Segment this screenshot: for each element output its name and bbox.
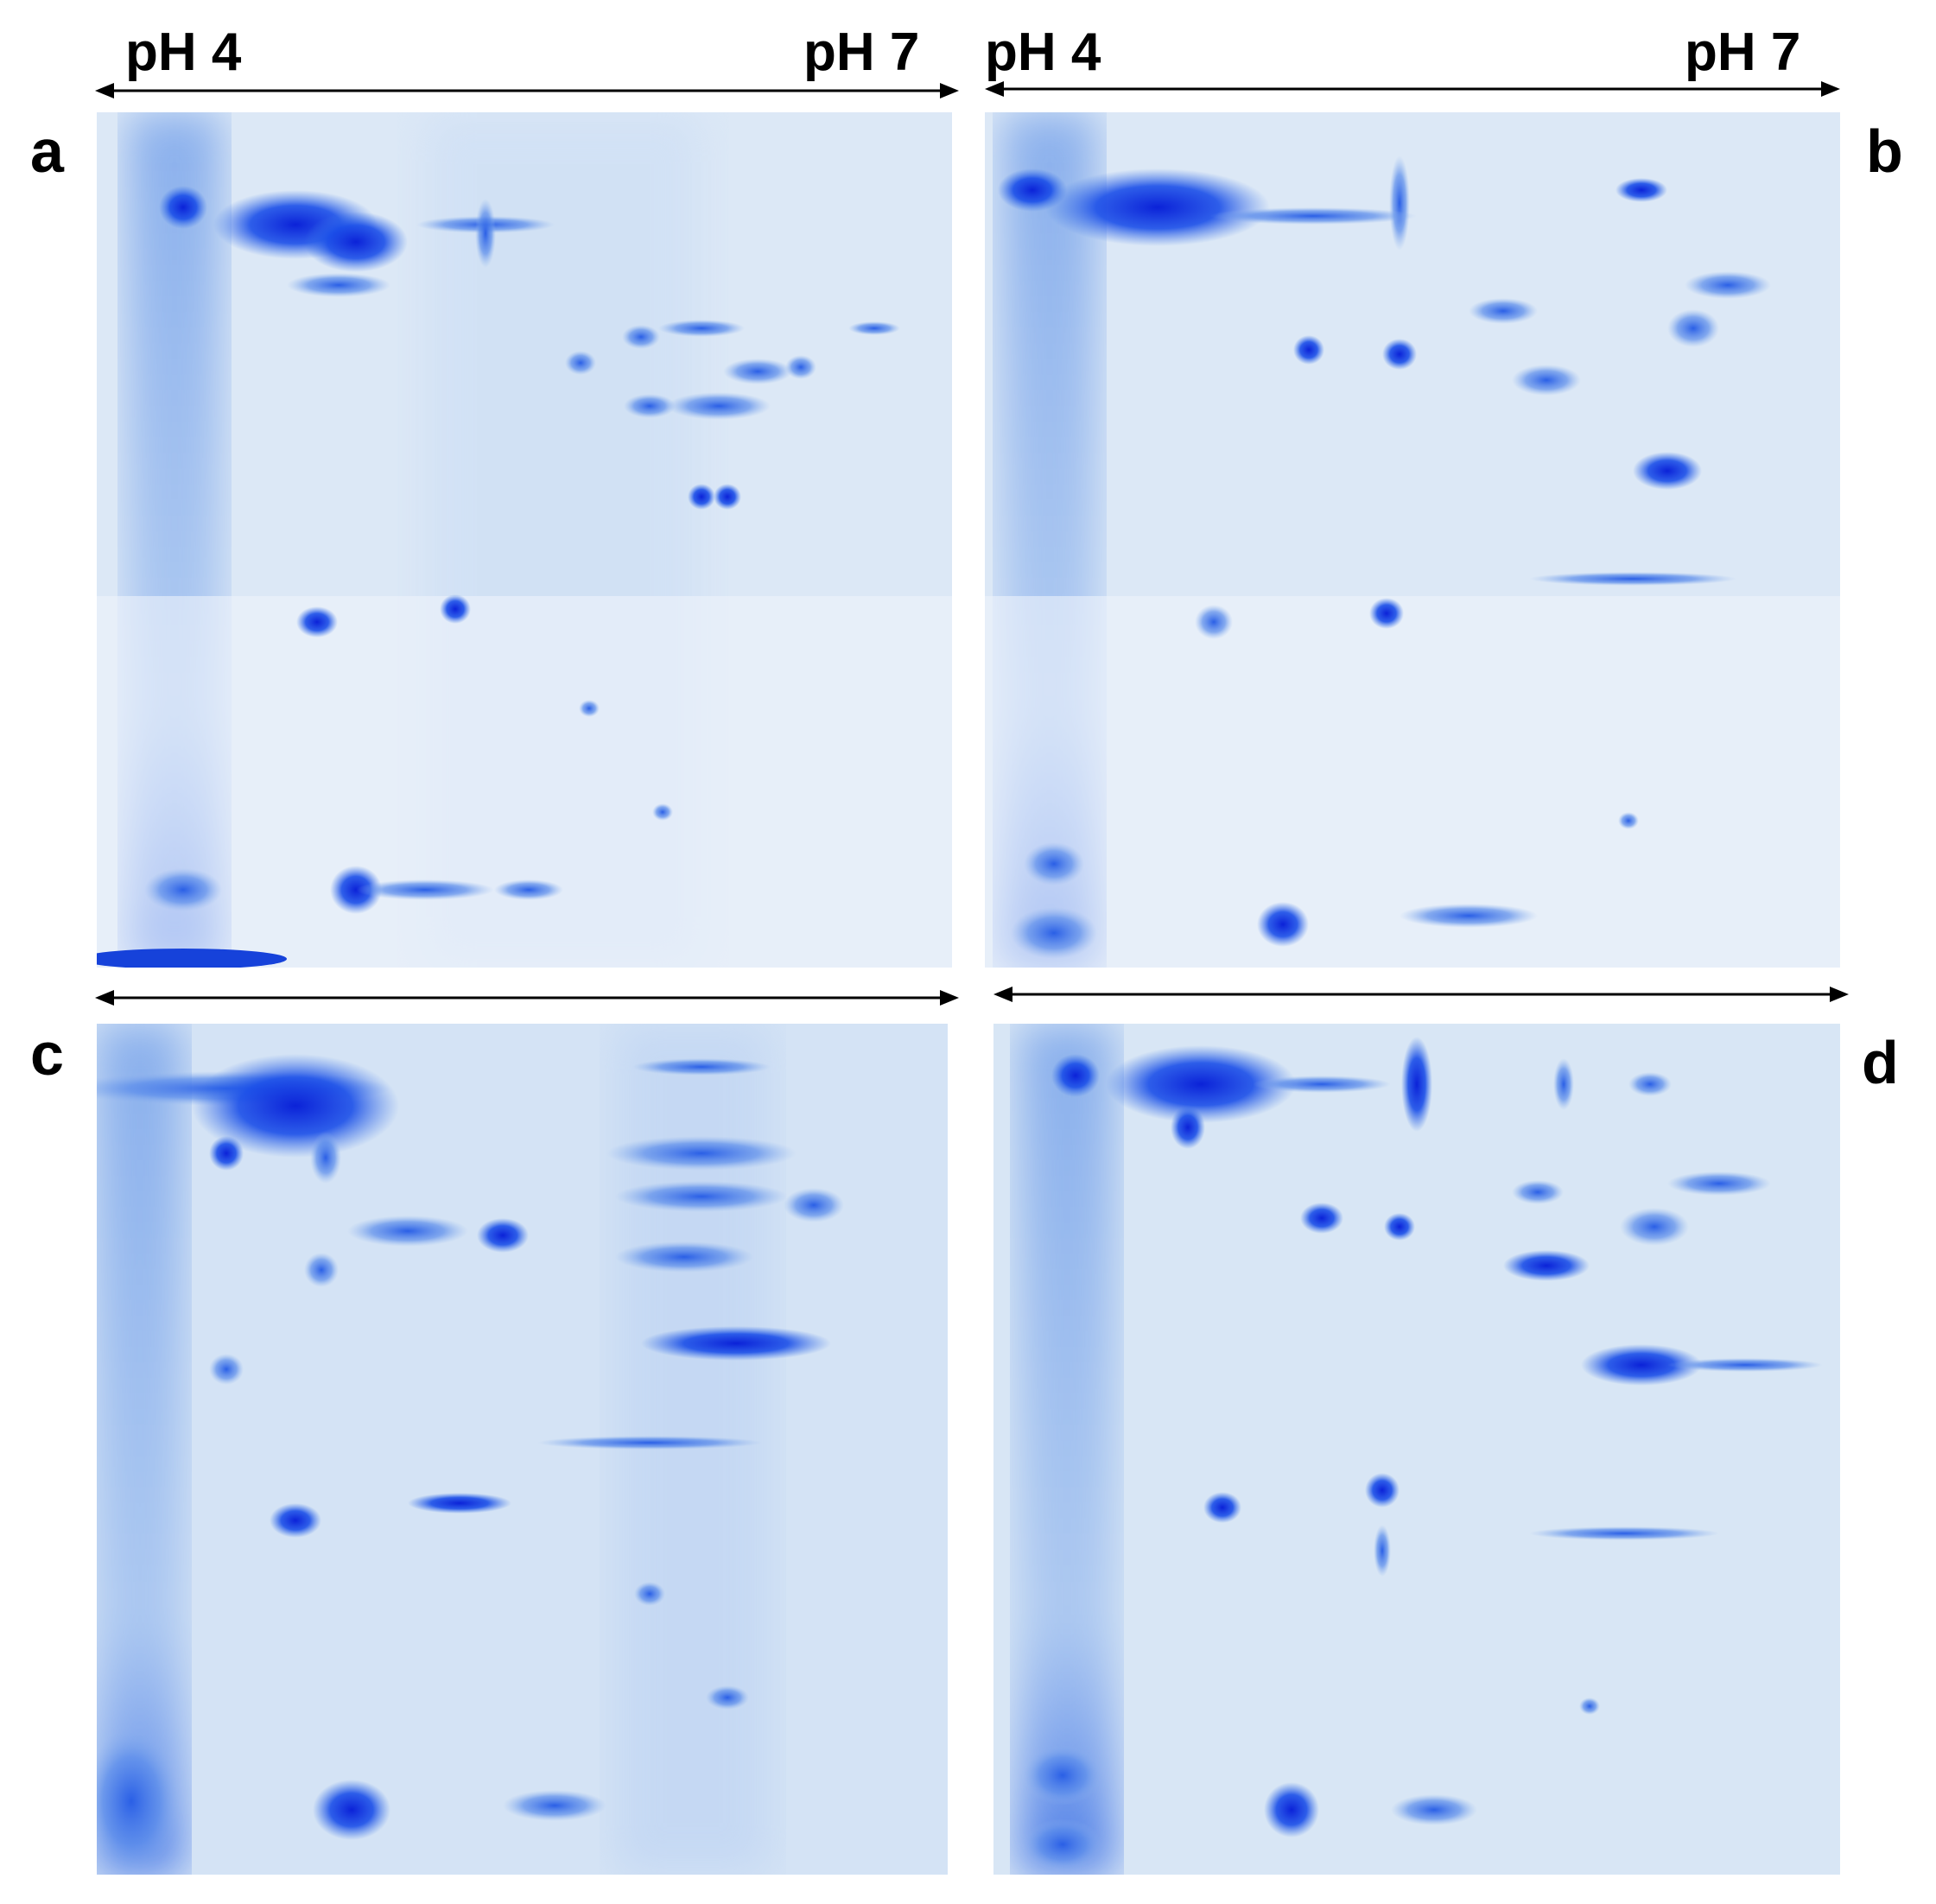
ph-arrow-mid-right (993, 987, 1849, 1002)
panel-letter-c: c (30, 1020, 64, 1088)
ph-label-right-top-2: pH 7 (1685, 22, 1801, 82)
ph-label-left-top: pH 4 (125, 22, 242, 82)
ph-arrow-top-right (985, 81, 1840, 97)
ph-arrow-mid-left (95, 990, 959, 1006)
ph-label-left-top-2: pH 4 (985, 22, 1101, 82)
gel-panel-d (993, 1024, 1840, 1875)
gel-panel-b (985, 112, 1840, 968)
gel-panel-c (97, 1024, 948, 1875)
panel-letter-b: b (1866, 117, 1903, 185)
ph-arrow-top-left (95, 83, 959, 98)
panel-letter-d: d (1862, 1029, 1899, 1096)
ph-label-right-top: pH 7 (803, 22, 920, 82)
panel-letter-a: a (30, 117, 64, 185)
gel-panel-a (97, 112, 952, 968)
